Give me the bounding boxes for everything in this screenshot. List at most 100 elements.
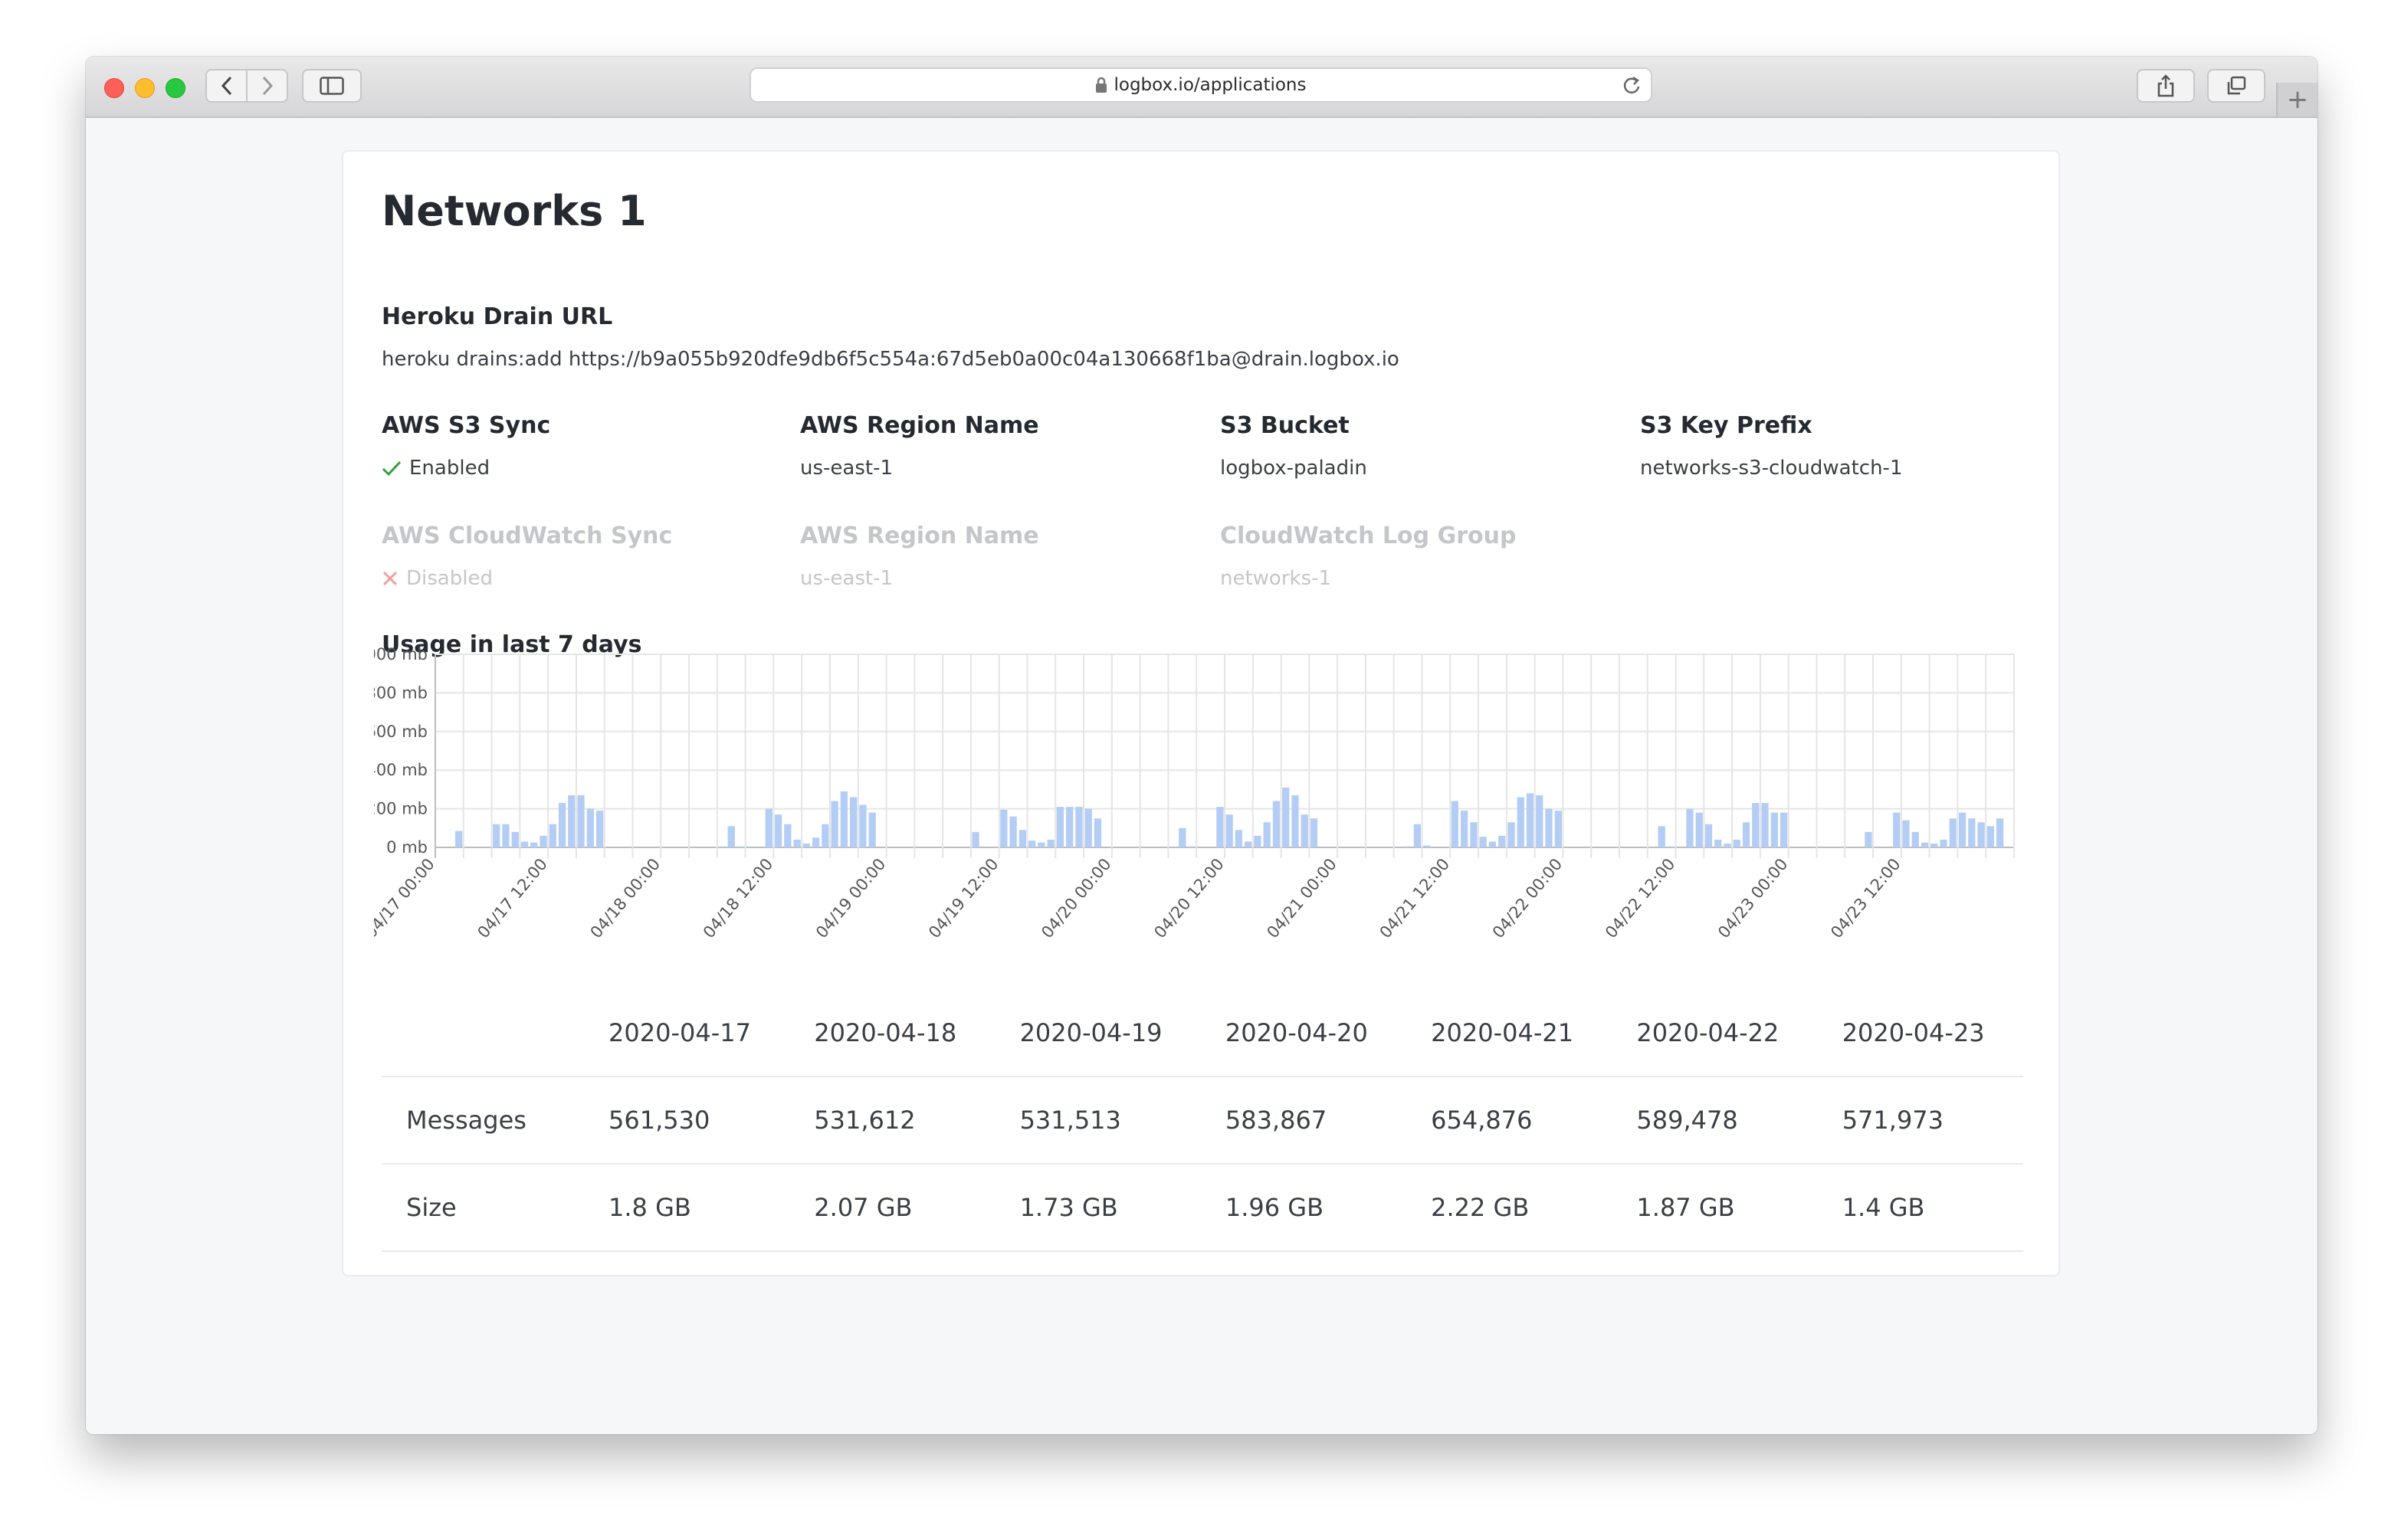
usage-bar [1235, 830, 1243, 847]
address-bar[interactable]: logbox.io/applications [750, 67, 1652, 103]
usage-bar [511, 831, 519, 847]
s3-region-value: us-east-1 [800, 457, 893, 480]
usage-bar [1423, 845, 1431, 847]
cloudwatch-group-value: networks-1 [1220, 567, 1332, 590]
usage-bar [1865, 831, 1872, 847]
usage-bar [1028, 840, 1036, 847]
s3-prefix-label: S3 Key Prefix [1640, 412, 1812, 439]
x-tick-label: 04/18 00:00 [587, 855, 664, 942]
messages-cell: 561,530 [584, 1076, 790, 1165]
reload-icon[interactable] [1620, 74, 1643, 97]
usage-bar [1084, 808, 1092, 847]
s3-region-label: AWS Region Name [800, 412, 1039, 439]
usage-bar [840, 791, 848, 847]
usage-bar [568, 795, 576, 847]
size-row: Size 1.8 GB 2.07 GB 1.73 GB 1.96 GB 2.22… [382, 1164, 2023, 1252]
messages-cell: 583,867 [1200, 1076, 1407, 1165]
usage-bar [1893, 812, 1901, 847]
cloudwatch-region-value: us-east-1 [800, 567, 893, 590]
usage-bar-chart: 0 mb 200 mb 400 mb 600 mb 800 mb 1000 mb 04/17… [374, 647, 2015, 942]
tabs-icon [2227, 76, 2246, 95]
back-button[interactable] [207, 70, 248, 101]
usage-bar [1009, 816, 1017, 847]
cloudwatch-region-label: AWS Region Name [800, 523, 1039, 549]
usage-bar [1272, 801, 1281, 847]
usage-bar [1940, 839, 1947, 847]
usage-bar [1291, 795, 1299, 847]
usage-bar [1536, 795, 1543, 847]
usage-bar [1488, 841, 1497, 847]
usage-bar [793, 839, 801, 847]
usage-bar [1714, 839, 1722, 847]
usage-bar [1704, 824, 1713, 847]
usage-bar [784, 824, 792, 847]
x-tick-label: 04/23 00:00 [1714, 855, 1791, 942]
usage-table-header-row: 2020-04-17 2020-04-18 2020-04-19 2020-04… [382, 990, 2023, 1077]
size-cell: 1.87 GB [1612, 1164, 1818, 1252]
size-cell: 2.07 GB [789, 1164, 996, 1252]
usage-bar [1921, 842, 1929, 847]
size-cell: 1.73 GB [995, 1164, 1201, 1252]
usage-bar [1752, 803, 1760, 847]
usage-bar [1517, 797, 1524, 847]
close-window-button[interactable] [104, 78, 124, 98]
cloudwatch-group-label: CloudWatch Log Group [1220, 523, 1517, 549]
messages-row: Messages 561,530 531,612 531,513 583,867… [382, 1076, 2023, 1165]
x-tick-label: 04/21 00:00 [1263, 855, 1340, 942]
usage-bar [1686, 808, 1694, 847]
usage-bar [1996, 818, 2004, 847]
messages-cell: 531,612 [789, 1076, 996, 1165]
x-tick-label: 04/17 00:00 [374, 855, 438, 942]
forward-button[interactable] [248, 70, 287, 101]
date-header: 2020-04-22 [1612, 990, 1818, 1077]
x-tick-label: 04/19 12:00 [925, 855, 1002, 942]
row-label: Size [382, 1164, 584, 1252]
s3-sync-label: AWS S3 Sync [382, 412, 551, 439]
usage-bar [1301, 814, 1308, 847]
usage-bar [1216, 807, 1224, 847]
page-title: Networks 1 [382, 187, 647, 235]
s3-sync-status: Enabled [382, 457, 490, 480]
sidebar-icon [320, 77, 344, 95]
usage-bar [727, 826, 735, 847]
minimize-window-button[interactable] [135, 78, 155, 98]
usage-bar [586, 808, 594, 847]
usage-bar [1263, 822, 1271, 847]
maximize-window-button[interactable] [166, 78, 185, 98]
y-tick-label: 200 mb [374, 800, 428, 818]
cloudwatch-sync-status-text: Disabled [406, 567, 493, 590]
size-cell: 1.4 GB [1817, 1164, 2023, 1252]
sidebar-toggle-button[interactable] [302, 69, 362, 103]
date-header: 2020-04-20 [1200, 990, 1407, 1077]
share-button[interactable] [2137, 69, 2195, 103]
history-nav [205, 69, 288, 103]
usage-bar [831, 801, 838, 847]
usage-bar [502, 824, 510, 847]
corner-cell [382, 990, 584, 1077]
s3-prefix-value: networks-s3-cloudwatch-1 [1640, 457, 1903, 480]
usage-bar [1451, 801, 1459, 847]
x-tick-label: 04/18 12:00 [700, 855, 776, 942]
usage-bar [972, 831, 979, 847]
usage-bar [1770, 812, 1778, 847]
new-tab-button[interactable]: + [2276, 83, 2317, 116]
date-header: 2020-04-19 [995, 990, 1201, 1077]
usage-bar [859, 804, 867, 847]
usage-bar [1526, 793, 1534, 847]
usage-bar [1986, 826, 1994, 847]
usage-bar [1179, 827, 1186, 847]
y-tick-label: 1000 mb [374, 647, 428, 664]
url-text: logbox.io/applications [1114, 75, 1307, 95]
x-tick-label: 04/19 00:00 [812, 855, 889, 942]
usage-bar [1245, 841, 1252, 847]
usage-bar [540, 835, 547, 847]
usage-bar [1413, 824, 1421, 847]
drain-url-value: heroku drains:add https://b9a055b920dfe9… [382, 348, 1399, 371]
messages-cell: 654,876 [1406, 1076, 1612, 1165]
chevron-right-icon [262, 76, 273, 96]
tabs-overview-button[interactable] [2207, 69, 2265, 103]
browser-window: logbox.io/applications + Networks 1 Hero… [86, 57, 2317, 1434]
usage-bar [1742, 822, 1750, 847]
usage-bar [822, 824, 829, 847]
usage-bar [1038, 842, 1045, 847]
